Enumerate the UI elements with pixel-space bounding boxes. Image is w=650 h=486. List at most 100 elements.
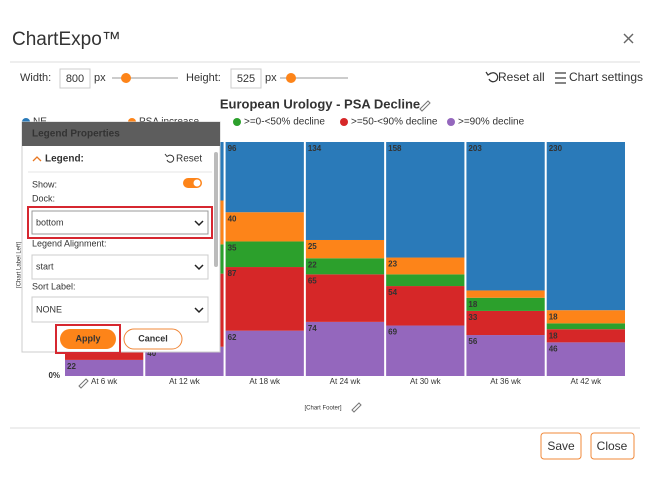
data-label: 33	[468, 313, 477, 322]
bar-segment	[546, 310, 625, 324]
data-label: 62	[228, 333, 237, 342]
bar-segment	[225, 142, 304, 213]
bar-segment	[225, 330, 304, 376]
bar-segment	[305, 239, 385, 259]
dialog-header	[22, 122, 220, 146]
width-value[interactable]: 800	[66, 73, 84, 85]
data-label: 18	[549, 331, 558, 340]
data-label: 18	[468, 300, 477, 309]
dropdown-icon	[194, 307, 204, 314]
highlight-box	[27, 206, 213, 239]
sort-value[interactable]: NONE	[36, 304, 62, 314]
height-knob[interactable]	[286, 73, 296, 83]
alignment-value[interactable]: start	[36, 261, 54, 271]
chart-title: European Urology - PSA Decline	[220, 96, 420, 111]
bar-segment	[305, 274, 385, 322]
width-label: Width:	[20, 72, 51, 84]
bar-segment	[225, 212, 304, 242]
bar-segment	[386, 286, 465, 326]
data-label: 23	[388, 260, 397, 269]
reset-all[interactable]: Reset all	[498, 70, 545, 84]
data-label: 54	[388, 288, 397, 297]
close-label[interactable]: Close	[597, 439, 628, 453]
legend-marker	[233, 118, 241, 126]
data-label: 40	[147, 349, 156, 358]
toggle-knob	[193, 179, 201, 187]
x-tick-label: At 24 wk	[330, 377, 362, 386]
height-value[interactable]: 525	[237, 73, 255, 85]
data-label: 203	[468, 144, 482, 153]
legend-label: >=90% decline	[458, 117, 525, 128]
width-unit: px	[94, 72, 106, 84]
data-label: 230	[549, 144, 563, 153]
dock-value[interactable]: bottom	[36, 217, 64, 227]
legend-marker	[447, 118, 455, 126]
save-button[interactable]	[540, 432, 582, 460]
bar-segment	[546, 329, 625, 343]
bar-segment	[386, 142, 465, 258]
width-knob[interactable]	[121, 73, 131, 83]
bar-segment	[546, 142, 625, 311]
cancel-button[interactable]	[123, 328, 183, 350]
x-tick-label: At 30 wk	[410, 377, 442, 386]
data-label: 69	[388, 328, 397, 337]
x-tick-label: At 42 wk	[571, 377, 603, 386]
reset-icon[interactable]	[485, 71, 499, 83]
alignment-select[interactable]	[31, 254, 209, 280]
data-label: 96	[228, 144, 237, 153]
bar-segment	[305, 142, 385, 240]
bar-segment	[225, 267, 304, 331]
sort-select[interactable]	[31, 296, 209, 323]
data-label: 56	[468, 337, 477, 346]
reset-icon[interactable]	[164, 153, 175, 163]
edit-icon	[78, 378, 89, 389]
show-label: Show:	[32, 179, 57, 189]
dropdown-icon	[194, 264, 204, 271]
legend-label: >=50-<90% decline	[351, 117, 438, 128]
y-axis-label: [Chart Label Left]	[17, 242, 23, 288]
settings-icon[interactable]	[555, 72, 566, 84]
x-tick-label: At 6 wk	[91, 377, 118, 386]
scrollbar[interactable]	[214, 152, 218, 267]
cancel-label[interactable]: Cancel	[138, 333, 168, 343]
bar-segment	[305, 258, 385, 275]
legend-dialog: Legend Properties Legend: Reset Show: Do…	[21, 121, 221, 354]
data-label: 87	[228, 269, 237, 278]
x-tick-label: At 36 wk	[490, 377, 522, 386]
dialog-reset[interactable]: Reset	[176, 154, 202, 165]
save-label[interactable]: Save	[547, 439, 575, 453]
edit-icon[interactable]	[351, 402, 362, 413]
close-icon[interactable]	[623, 33, 634, 44]
bar-segment	[466, 310, 545, 336]
app-title: ChartExpo™	[12, 29, 121, 50]
bar-segment	[386, 257, 465, 275]
bar-segment	[546, 323, 625, 330]
width-input[interactable]	[59, 68, 91, 89]
legend-marker	[340, 118, 348, 126]
sort-label: Sort Label:	[32, 281, 76, 291]
x-tick-label: At 18 wk	[249, 377, 281, 386]
height-input[interactable]	[230, 68, 262, 89]
dock-select[interactable]	[31, 210, 209, 235]
apply-label[interactable]: Apply	[75, 333, 100, 343]
collapse-icon[interactable]	[32, 156, 42, 162]
bar-segment	[466, 297, 545, 311]
data-label: 40	[228, 214, 237, 223]
close-button[interactable]	[590, 432, 635, 460]
bar-segment	[466, 290, 545, 298]
data-label: 35	[228, 244, 237, 253]
data-label: 25	[308, 242, 317, 251]
chart-footer: [Chart Footer]	[304, 406, 341, 412]
bar-segment	[466, 335, 545, 376]
section-title[interactable]: Legend:	[45, 154, 84, 165]
height-unit: px	[265, 72, 277, 84]
height-label: Height:	[186, 72, 221, 84]
apply-button[interactable]	[60, 329, 116, 349]
chart-settings[interactable]: Chart settings	[569, 70, 643, 84]
bar-segment	[305, 321, 385, 376]
data-label: 74	[308, 324, 317, 333]
edit-icon[interactable]	[419, 100, 431, 112]
data-label: 18	[549, 312, 558, 321]
bar-segment	[386, 325, 465, 376]
